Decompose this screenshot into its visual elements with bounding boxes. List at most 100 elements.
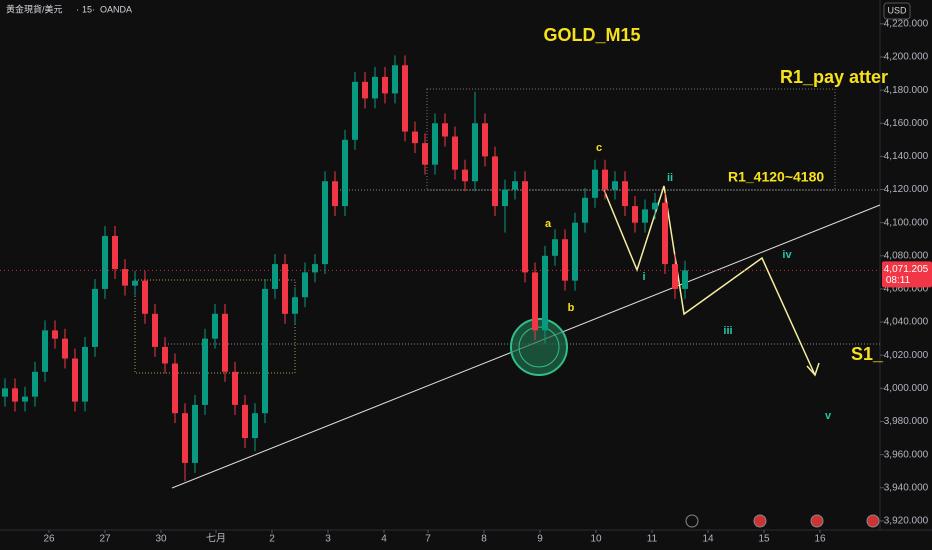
candle-body: [112, 235, 118, 270]
y-tick-label: 4,120.000: [884, 184, 929, 195]
icon[interactable]: [753, 514, 767, 528]
y-tick-label: 4,200.000: [884, 52, 929, 63]
x-tick-label: 26: [43, 534, 55, 545]
y-tick-label: 3,940.000: [884, 482, 929, 493]
candle-body: [352, 81, 358, 140]
candle-body: [502, 189, 508, 207]
annotation: ii: [667, 172, 673, 184]
candle-body: [22, 396, 28, 402]
candle-body: [212, 313, 218, 339]
candle-body: [652, 202, 658, 210]
wave-path: [603, 185, 816, 376]
candle-body: [122, 269, 128, 286]
x-tick-label: 4: [381, 534, 387, 545]
candle-body: [632, 206, 638, 223]
candle-body: [412, 131, 418, 144]
x-tick-label: 2: [269, 534, 275, 545]
candle-body: [292, 297, 298, 314]
candle-body: [442, 123, 448, 137]
wave-arrow: [806, 362, 820, 377]
y-tick-label: 4,040.000: [884, 317, 929, 328]
candle-body: [262, 288, 268, 414]
x-tick-label: 14: [702, 534, 714, 545]
candle-body: [32, 371, 38, 397]
candle-body: [472, 123, 478, 182]
x-tick-label: 15: [758, 534, 770, 545]
candle-body: [662, 202, 668, 265]
x-tick-label: 27: [99, 534, 111, 545]
candle-body: [572, 222, 578, 281]
icon[interactable]: [810, 514, 824, 528]
candle-body: [592, 169, 598, 198]
icon[interactable]: [685, 514, 699, 528]
countdown: 08:11: [886, 275, 911, 286]
candle-body: [532, 272, 538, 331]
separator: ·: [92, 4, 95, 14]
y-tick-label: 4,160.000: [884, 118, 929, 129]
annotation: i: [642, 271, 645, 283]
candle-body: [602, 169, 608, 190]
chart-title: GOLD_M15: [543, 25, 640, 45]
candle-body: [542, 255, 548, 331]
x-tick-label: 9: [537, 534, 543, 545]
candle-body: [482, 123, 488, 157]
y-tick-label: 4,220.000: [884, 18, 929, 29]
source: OANDA: [100, 4, 132, 14]
x-tick-label: 3: [325, 534, 331, 545]
candle-body: [322, 181, 328, 265]
candle-body: [2, 388, 8, 397]
candle-body: [682, 270, 688, 289]
candle-body: [672, 264, 678, 289]
candle-body: [42, 330, 48, 372]
y-tick-label: 4,180.000: [884, 85, 929, 96]
candle-body: [162, 346, 168, 364]
separator: ·: [76, 4, 79, 14]
x-tick-label: 10: [590, 534, 602, 545]
y-tick-label: 4,100.000: [884, 217, 929, 228]
candle-body: [612, 181, 618, 190]
candle-body: [432, 123, 438, 165]
candle-body: [562, 239, 568, 281]
candle-body: [182, 413, 188, 463]
candle-body: [252, 413, 258, 439]
candle-body: [232, 371, 238, 405]
x-tick-label: 七月: [206, 533, 226, 545]
y-tick-label: 3,960.000: [884, 449, 929, 460]
candle-body: [302, 272, 308, 298]
candle-body: [622, 181, 628, 207]
candle-body: [92, 288, 98, 347]
candle-body: [372, 76, 378, 99]
annotation: iv: [782, 249, 792, 261]
candle-body: [522, 181, 528, 273]
candle-body: [382, 76, 388, 94]
candle-body: [392, 65, 398, 94]
annotation: v: [825, 410, 832, 422]
currency-box[interactable]: [883, 2, 911, 20]
range-box: [134, 279, 296, 374]
annotation: R1_pay atter: [780, 67, 888, 87]
symbol: 黄金現貨/美元: [6, 3, 63, 14]
icon[interactable]: [866, 514, 880, 528]
y-tick-label: 4,080.000: [884, 250, 929, 261]
candle-body: [452, 136, 458, 170]
candle-body: [222, 313, 228, 372]
annotation: b: [568, 302, 575, 314]
candle-body: [62, 338, 68, 359]
last-price-label: 4,071.205: [884, 264, 929, 275]
candle-body: [462, 169, 468, 182]
candle-body: [312, 264, 318, 273]
candle-body: [52, 330, 58, 339]
y-tick-label: 3,920.000: [884, 516, 929, 527]
candle-body: [512, 181, 518, 190]
candle-body: [152, 313, 158, 347]
candle-body: [272, 264, 278, 289]
annotation: a: [545, 218, 552, 230]
x-tick-label: 30: [155, 534, 167, 545]
candle-body: [12, 388, 18, 402]
candle-body: [422, 143, 428, 165]
candle-body: [332, 181, 338, 207]
candle-body: [492, 156, 498, 207]
currency[interactable]: USD: [887, 5, 907, 15]
candle-body: [582, 197, 588, 223]
